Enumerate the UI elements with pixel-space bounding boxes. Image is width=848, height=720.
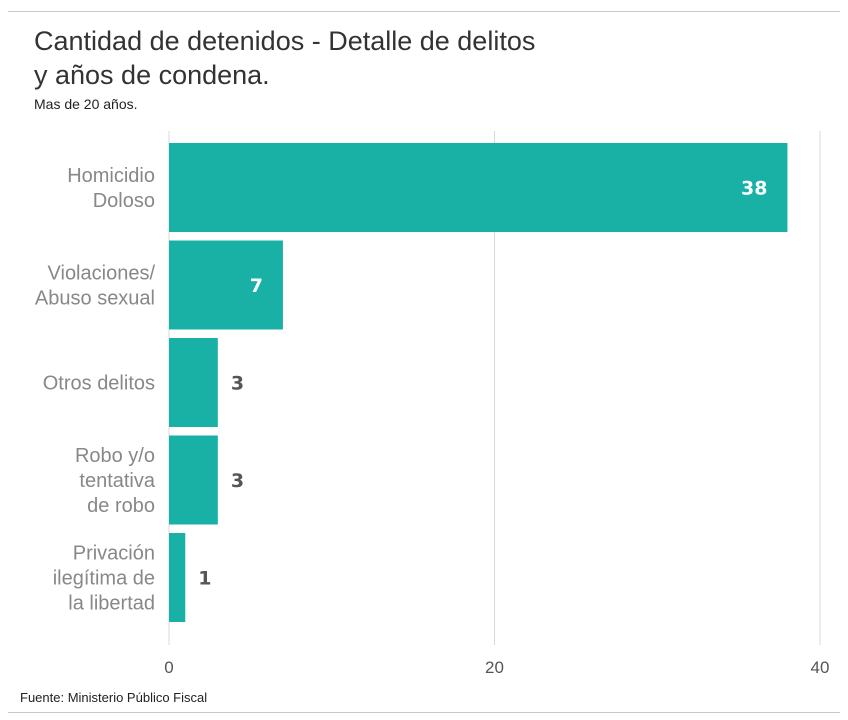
bar	[169, 435, 218, 525]
source-note: Fuente: Ministerio Público Fiscal	[20, 690, 208, 705]
bar	[169, 533, 186, 622]
bar	[169, 143, 788, 232]
bottom-rule	[8, 712, 840, 713]
data-label: 38	[741, 178, 767, 200]
category-label: Robo y/o tentativa de robo	[75, 445, 156, 517]
chart-title: Cantidad de detenidos - Detalle de delit…	[34, 26, 536, 90]
chart-subtitle: Mas de 20 años.	[34, 96, 138, 112]
x-tick-label: 40	[811, 658, 830, 677]
bar	[169, 338, 218, 427]
category-label: Privación ilegítima de la libertad	[53, 543, 155, 615]
x-tick-label: 20	[485, 658, 504, 677]
bar	[169, 240, 283, 330]
category-label: Homicidio Doloso	[67, 165, 155, 212]
data-label: 7	[250, 275, 263, 297]
x-tick-label: 0	[164, 658, 173, 677]
data-label: 1	[198, 568, 211, 590]
category-label: Violaciones/Abuso sexual	[35, 263, 156, 310]
data-label: 3	[231, 470, 244, 492]
category-label: Otros delitos	[43, 373, 155, 395]
data-label: 3	[231, 373, 244, 395]
top-rule	[8, 11, 840, 12]
